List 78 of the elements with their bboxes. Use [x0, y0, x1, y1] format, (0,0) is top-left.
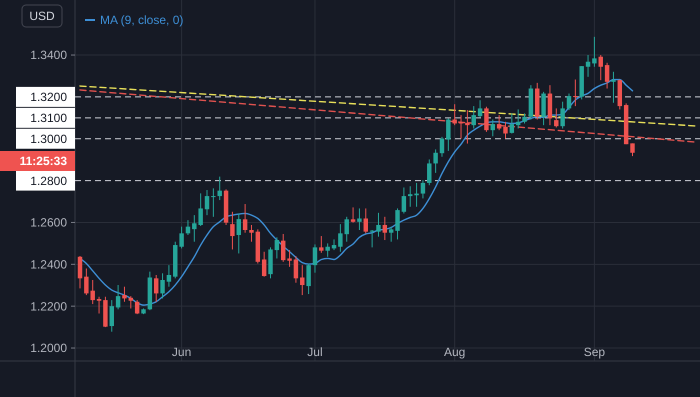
- candlestick: [604, 62, 610, 90]
- candlestick: [472, 106, 476, 129]
- candlestick: [357, 208, 362, 230]
- candlestick: [78, 255, 82, 289]
- candlestick: [312, 244, 318, 274]
- candlestick: [408, 186, 412, 208]
- x-tick-label: Aug: [444, 345, 466, 359]
- y-tick-label: 1.2400: [30, 258, 68, 272]
- candlestick: [249, 224, 254, 242]
- candlestick: [414, 182, 419, 208]
- candlestick: [154, 274, 158, 302]
- candlestick: [134, 300, 140, 315]
- candlestick: [274, 236, 280, 259]
- candlestick: [566, 93, 572, 111]
- candlestick: [510, 112, 514, 134]
- x-tick-label: Jun: [172, 345, 192, 359]
- candlestick: [350, 206, 356, 224]
- x-tick-label: Sep: [584, 345, 606, 359]
- candlestick: [211, 188, 216, 218]
- candlestick: [262, 251, 266, 278]
- candlestick: [198, 192, 203, 227]
- y-tick-label: 1.2000: [30, 341, 68, 356]
- candlestick: [630, 142, 635, 157]
- candlestick: [236, 212, 241, 254]
- candlestick: [611, 71, 616, 104]
- ref-line-label: 1.3000: [30, 132, 68, 146]
- candlestick: [90, 280, 95, 305]
- candlestick: [179, 226, 184, 249]
- candlestick: [427, 158, 432, 186]
- candlestick: [522, 112, 527, 124]
- candlestick: [338, 224, 343, 252]
- candlestick: [496, 114, 502, 131]
- ref-line-label: 1.2800: [30, 174, 68, 188]
- candlestick: [122, 286, 127, 302]
- candlestick: [402, 187, 406, 214]
- candlestick: [116, 284, 120, 310]
- candlestick: [192, 214, 197, 242]
- candlestick: [478, 100, 482, 118]
- candlestick: [433, 148, 438, 174]
- candlestick: [217, 176, 222, 201]
- candlestick: [446, 118, 451, 152]
- candlestick: [370, 229, 374, 248]
- y-tick-label: 1.2600: [30, 216, 68, 230]
- candlestick: [204, 190, 210, 216]
- candlestick: [420, 180, 426, 199]
- candlestick: [280, 233, 286, 262]
- candlestick: [84, 268, 89, 296]
- candlestick: [325, 242, 330, 258]
- candlestick: [452, 104, 457, 126]
- candlestick: [554, 108, 559, 128]
- candlestick: [388, 226, 394, 242]
- text: 11:25:33: [20, 154, 68, 168]
- candlestick: [300, 264, 304, 296]
- candlestick: [573, 79, 578, 107]
- candlestick: [364, 208, 368, 234]
- ref-line-label: 1.3100: [30, 111, 68, 126]
- candlestick: [541, 91, 546, 126]
- candlestick: [490, 118, 496, 137]
- candlestick: [186, 220, 190, 236]
- candlestick: [598, 54, 603, 81]
- candlestick: [110, 300, 114, 332]
- x-tick-label: Jul: [307, 345, 323, 359]
- ref-line-label: 1.3200: [30, 90, 68, 104]
- candlestick: [484, 106, 489, 132]
- candlestick: [242, 204, 248, 234]
- candlestick: [560, 101, 565, 129]
- candlestick: [395, 208, 400, 240]
- candlestick: [382, 216, 388, 241]
- candlestick: [332, 238, 336, 251]
- y-tick-label: 1.2200: [30, 299, 68, 314]
- candlestick: [516, 108, 520, 129]
- candlestick: [319, 236, 324, 254]
- candlestick: [230, 211, 235, 250]
- text: USD: [29, 9, 55, 24]
- candlestick: [306, 262, 311, 295]
- candlestick: [344, 216, 349, 242]
- text: MA (9, close, 0): [100, 13, 184, 28]
- y-tick-label: 1.3400: [30, 48, 68, 62]
